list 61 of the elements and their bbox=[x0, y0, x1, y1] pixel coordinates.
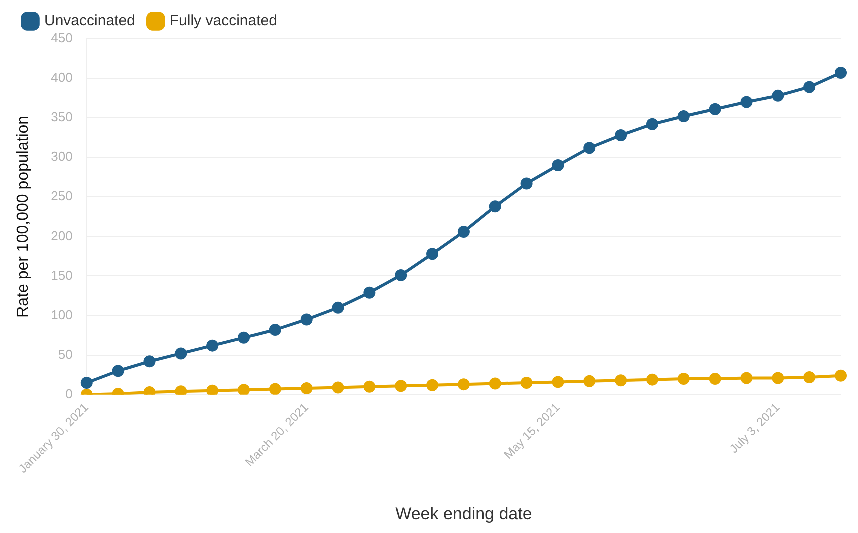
point bbox=[332, 382, 344, 394]
point bbox=[646, 374, 658, 386]
point bbox=[552, 376, 564, 388]
x-axis-title: Week ending date bbox=[396, 504, 532, 524]
point bbox=[269, 383, 282, 395]
point bbox=[520, 376, 533, 389]
point bbox=[835, 67, 847, 80]
point bbox=[678, 110, 690, 122]
point bbox=[458, 378, 470, 391]
point bbox=[772, 372, 784, 384]
point bbox=[175, 386, 188, 395]
y-tick-label: 100 bbox=[51, 307, 73, 322]
y-tick-label: 150 bbox=[51, 268, 73, 283]
y-tick-label: 400 bbox=[51, 70, 73, 86]
point bbox=[332, 302, 344, 314]
point bbox=[709, 373, 722, 386]
legend-label: Unvaccinated bbox=[44, 12, 136, 30]
y-tick-label: 300 bbox=[51, 149, 73, 164]
point bbox=[615, 374, 628, 387]
y-tick-label: 450 bbox=[51, 30, 73, 46]
y-tick-label: 0 bbox=[66, 386, 73, 402]
point bbox=[364, 286, 376, 299]
point bbox=[615, 129, 628, 142]
point bbox=[740, 96, 753, 108]
point bbox=[112, 365, 124, 378]
point bbox=[552, 160, 564, 172]
point bbox=[364, 380, 376, 393]
point bbox=[584, 375, 596, 388]
point bbox=[678, 373, 690, 386]
point bbox=[804, 371, 816, 384]
point bbox=[740, 372, 753, 384]
y-tick-label: 350 bbox=[51, 110, 73, 125]
y-tick-label: 200 bbox=[51, 228, 73, 244]
point bbox=[395, 269, 408, 282]
point bbox=[206, 340, 219, 352]
point bbox=[489, 378, 502, 390]
point bbox=[269, 324, 282, 336]
point bbox=[300, 314, 313, 326]
point bbox=[80, 376, 93, 389]
point bbox=[206, 384, 219, 395]
y-tick-label: 50 bbox=[58, 346, 73, 362]
y-tick-label: 250 bbox=[51, 188, 73, 204]
point bbox=[489, 200, 502, 213]
point bbox=[835, 370, 847, 382]
point bbox=[804, 81, 816, 94]
point bbox=[458, 226, 470, 238]
point bbox=[144, 356, 156, 368]
legend-label: Fully vaccinated bbox=[170, 12, 278, 30]
point bbox=[772, 90, 784, 102]
point bbox=[238, 332, 250, 344]
point bbox=[646, 118, 658, 130]
point bbox=[395, 380, 408, 392]
point bbox=[300, 382, 313, 395]
point bbox=[709, 103, 722, 116]
point bbox=[426, 248, 439, 260]
y-axis-title: Rate per 100,000 population bbox=[15, 116, 32, 318]
point bbox=[584, 142, 596, 154]
point bbox=[520, 178, 533, 190]
point bbox=[426, 379, 439, 392]
point bbox=[238, 384, 250, 395]
point bbox=[175, 348, 188, 360]
